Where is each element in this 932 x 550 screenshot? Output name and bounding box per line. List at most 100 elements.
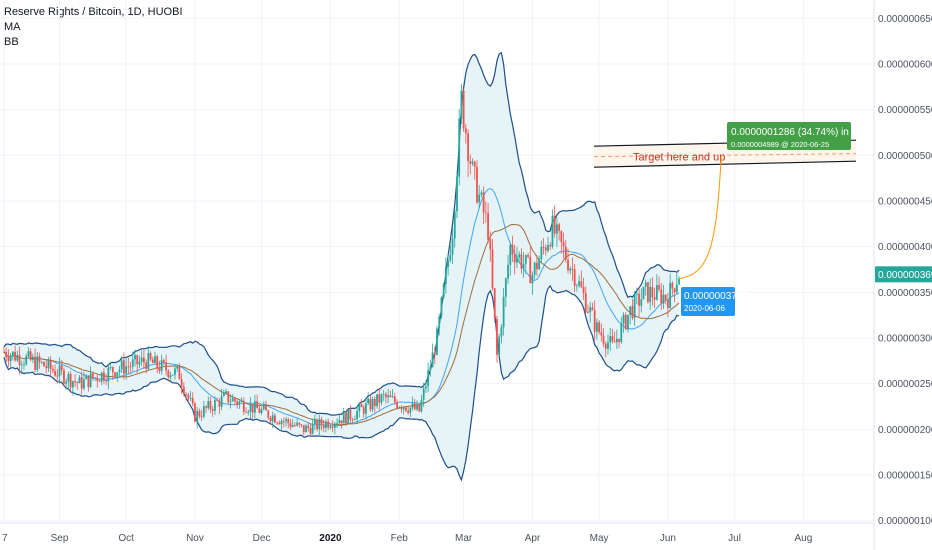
candle-body xyxy=(624,314,627,329)
candle-body xyxy=(627,314,629,329)
candle-body xyxy=(165,362,167,371)
candle-body xyxy=(45,366,48,369)
candle-body xyxy=(431,352,434,368)
price-axis-tick: 0.0000006000 xyxy=(878,59,932,70)
price-axis[interactable]: 0.0000006500 0.0000006000 0.0000005500 0.00… xyxy=(873,0,932,550)
candle-body xyxy=(662,294,665,304)
candle-body xyxy=(469,161,472,164)
candle-body xyxy=(569,268,572,271)
candle-body xyxy=(202,406,205,417)
candle-body xyxy=(49,359,52,369)
candle-body xyxy=(278,422,281,425)
time-axis[interactable]: 7 Sep Oct Nov Dec 2020 Feb Mar Apr May Jun Jul Aug xyxy=(0,522,874,544)
projection-sublabel-text: 0.0000004989 @ 2020-06-25 xyxy=(731,140,829,149)
candle-body xyxy=(382,394,385,396)
candle-body xyxy=(71,381,74,388)
bollinger-band-fill xyxy=(4,52,679,480)
candle-body xyxy=(533,262,536,275)
candle-body xyxy=(387,395,390,398)
candle-body xyxy=(476,166,478,203)
price-axis-tick: 0.0000001000 xyxy=(878,516,932,527)
candle-body xyxy=(289,423,292,427)
candle-body xyxy=(265,405,267,411)
candle-body xyxy=(491,249,494,289)
candle-body xyxy=(162,360,165,363)
candle-body xyxy=(522,263,525,269)
candle-body xyxy=(327,421,330,428)
target-zone-text: Target here and up xyxy=(633,152,725,164)
candle-body xyxy=(118,369,121,373)
candle-body xyxy=(360,404,363,408)
candle-body xyxy=(440,297,443,317)
candle-body xyxy=(620,323,623,342)
candle-body xyxy=(54,370,56,376)
candle-body xyxy=(411,403,414,408)
candle-body xyxy=(282,420,285,422)
candle-body xyxy=(649,287,652,302)
candle-body xyxy=(311,424,314,434)
candle-body xyxy=(524,255,527,264)
candle-body xyxy=(7,357,10,362)
candle-body xyxy=(178,366,181,380)
candle-body xyxy=(285,419,287,422)
candle-body xyxy=(551,215,554,247)
time-axis-tick: Feb xyxy=(391,533,409,544)
candle-body xyxy=(154,356,156,364)
candle-body xyxy=(198,411,201,417)
candle-body xyxy=(562,242,565,247)
candle-body xyxy=(400,407,403,410)
candle-body xyxy=(371,399,374,410)
indicator-bb-label[interactable]: BB xyxy=(4,36,19,48)
time-axis-tick: Dec xyxy=(253,533,271,544)
indicator-ma-label[interactable]: MA xyxy=(4,21,21,33)
candle-body xyxy=(558,224,561,232)
target-zone-midline xyxy=(593,153,857,158)
candle-body xyxy=(391,396,394,398)
candle-body xyxy=(376,394,378,407)
candle-body xyxy=(56,375,59,377)
candle-body xyxy=(482,192,485,213)
candle-body xyxy=(43,361,45,367)
candle-body xyxy=(484,212,487,214)
candle-body xyxy=(647,282,649,302)
candle-body xyxy=(29,351,32,360)
candle-body xyxy=(322,425,325,428)
candle-body xyxy=(191,398,194,404)
time-axis-tick: 2020 xyxy=(319,533,342,544)
candle-body xyxy=(65,381,68,384)
candle-body xyxy=(111,367,114,373)
candle-body xyxy=(493,288,496,320)
time-axis-tick: Nov xyxy=(186,533,204,544)
candle-body xyxy=(134,355,136,360)
candle-body xyxy=(442,284,445,298)
candle-body xyxy=(609,336,612,343)
candle-body xyxy=(593,309,596,332)
candle-body xyxy=(218,400,221,407)
candle-body xyxy=(300,424,303,426)
candle-body xyxy=(331,427,334,428)
candle-body xyxy=(393,396,396,403)
candle-body xyxy=(449,254,452,261)
candle-body xyxy=(356,411,358,420)
price-axis-tick: 0.0000005500 xyxy=(878,105,932,116)
candle-body xyxy=(220,396,223,407)
candle-body xyxy=(436,328,438,355)
candle-body xyxy=(329,427,332,428)
candle-body xyxy=(25,356,28,365)
candle-body xyxy=(333,423,336,428)
candle-body xyxy=(380,394,383,403)
candle-body xyxy=(429,367,432,371)
candle-body xyxy=(3,351,5,353)
candle-body xyxy=(598,322,600,333)
current-price-badge xyxy=(875,266,932,283)
candle-body xyxy=(325,421,327,428)
candle-body xyxy=(11,351,14,356)
candle-body xyxy=(167,370,170,378)
candle-body xyxy=(527,255,529,257)
bollinger-band-upper xyxy=(3,51,680,416)
candle-body xyxy=(316,419,318,430)
candle-body xyxy=(211,408,214,411)
candle-body xyxy=(271,415,274,422)
candle-body xyxy=(604,343,607,349)
